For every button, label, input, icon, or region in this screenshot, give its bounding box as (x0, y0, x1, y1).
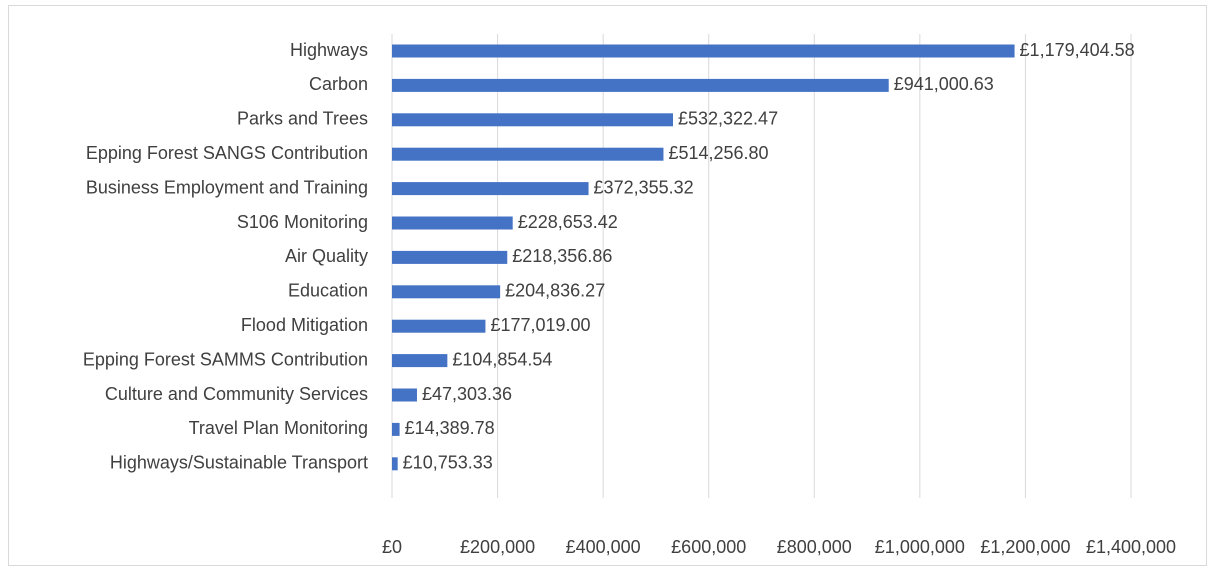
data-label: £228,653.42 (518, 212, 618, 232)
data-label: £10,753.33 (403, 453, 493, 473)
bar (392, 147, 664, 161)
x-tick-label: £0 (382, 537, 402, 557)
data-label: £372,355.32 (594, 177, 694, 197)
y-tick-label: Flood Mitigation (241, 315, 368, 335)
x-tick-label: £1,400,000 (1086, 537, 1176, 557)
y-tick-label: Culture and Community Services (105, 384, 368, 404)
x-tick-label: £400,000 (566, 537, 641, 557)
y-tick-label: Highways/Sustainable Transport (110, 453, 368, 473)
y-tick-label: S106 Monitoring (237, 212, 368, 232)
data-label: £218,356.86 (512, 246, 612, 266)
x-tick-label: £200,000 (460, 537, 535, 557)
bar (392, 182, 589, 196)
y-tick-label: Parks and Trees (237, 109, 368, 129)
x-tick-label: £1,200,000 (980, 537, 1070, 557)
bar (392, 250, 508, 264)
data-label: £104,854.54 (452, 349, 552, 369)
chart-border (8, 5, 1207, 566)
bar (392, 285, 501, 299)
y-tick-label: Education (288, 281, 368, 301)
bar (392, 388, 417, 402)
data-label: £514,256.80 (668, 143, 768, 163)
bar (392, 422, 400, 436)
data-label: £177,019.00 (490, 315, 590, 335)
x-tick-label: £1,000,000 (875, 537, 965, 557)
data-label: £14,389.78 (405, 418, 495, 438)
x-tick-label: £600,000 (671, 537, 746, 557)
bar (392, 44, 1015, 58)
data-label: £204,836.27 (505, 281, 605, 301)
y-tick-label: Epping Forest SAMMS Contribution (83, 349, 368, 369)
bar (392, 78, 889, 92)
y-tick-label: Business Employment and Training (86, 177, 368, 197)
bar (392, 354, 448, 368)
data-label: £1,179,404.58 (1020, 40, 1135, 60)
bar (392, 319, 486, 333)
bar (392, 216, 513, 230)
y-tick-label: Carbon (309, 74, 368, 94)
y-tick-label: Air Quality (285, 246, 368, 266)
y-tick-label: Epping Forest SANGS Contribution (86, 143, 368, 163)
y-tick-label: Highways (290, 40, 368, 60)
bar (392, 457, 398, 471)
x-tick-label: £800,000 (777, 537, 852, 557)
data-label: £941,000.63 (894, 74, 994, 94)
bar (392, 113, 673, 127)
data-label: £47,303.36 (422, 384, 512, 404)
y-tick-label: Travel Plan Monitoring (189, 418, 368, 438)
data-label: £532,322.47 (678, 109, 778, 129)
